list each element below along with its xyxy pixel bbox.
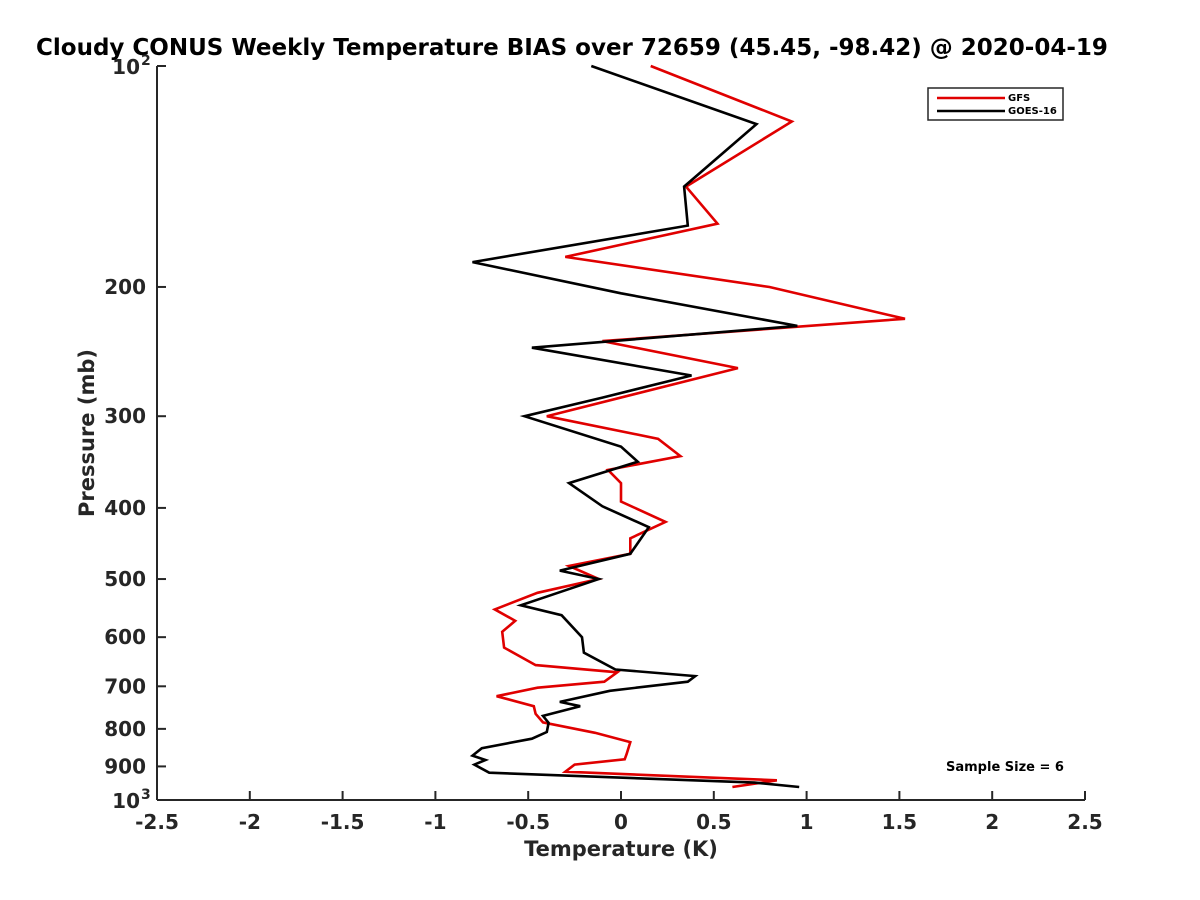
x-tick-label: 2 bbox=[985, 810, 999, 834]
y-tick-label: 200 bbox=[104, 275, 146, 299]
y-tick-label: 700 bbox=[104, 674, 146, 698]
y-tick-label: 300 bbox=[104, 404, 146, 428]
chart-title: Cloudy CONUS Weekly Temperature BIAS ove… bbox=[36, 35, 1108, 61]
x-tick-label: 2.5 bbox=[1067, 810, 1102, 834]
series-lines bbox=[469, 64, 906, 789]
series-line-goes-16 bbox=[469, 64, 800, 789]
x-tick-label: 0 bbox=[614, 810, 628, 834]
x-tick-label: -2.5 bbox=[135, 810, 179, 834]
y-tick-label-exponent: 3 bbox=[141, 787, 151, 803]
x-axis-label: Temperature (K) bbox=[524, 837, 718, 861]
x-tick-label: -2 bbox=[239, 810, 261, 834]
y-axis-label: Pressure (mb) bbox=[75, 349, 99, 517]
y-tick-label: 400 bbox=[104, 496, 146, 520]
x-tick-label: 0.5 bbox=[696, 810, 731, 834]
x-tick-label: 1 bbox=[800, 810, 814, 834]
y-tick-label: 10 bbox=[112, 789, 140, 813]
y-tick-label: 500 bbox=[104, 567, 146, 591]
x-tick-label: -1 bbox=[424, 810, 446, 834]
legend: GFS GOES-16 bbox=[927, 87, 1064, 121]
axes: -2.5 -2 -1.5 -1 -0.5 0 0.5 1 1.5 2 2.510 2200300400… bbox=[104, 53, 1102, 834]
y-tick-label: 900 bbox=[104, 754, 146, 778]
y-tick-label-exponent: 2 bbox=[141, 53, 151, 69]
legend-box bbox=[927, 87, 1064, 121]
sample-size-annotation: Sample Size = 6 bbox=[946, 760, 1064, 775]
y-tick-label: 600 bbox=[104, 625, 146, 649]
legend-label-goes16: GOES-16 bbox=[1008, 106, 1057, 117]
y-tick-label: 10 bbox=[112, 55, 140, 79]
x-tick-label: -0.5 bbox=[506, 810, 550, 834]
x-tick-label: 1.5 bbox=[882, 810, 917, 834]
x-tick-label: -1.5 bbox=[321, 810, 365, 834]
legend-label-gfs: GFS bbox=[1008, 93, 1030, 104]
y-tick-label: 800 bbox=[104, 717, 146, 741]
